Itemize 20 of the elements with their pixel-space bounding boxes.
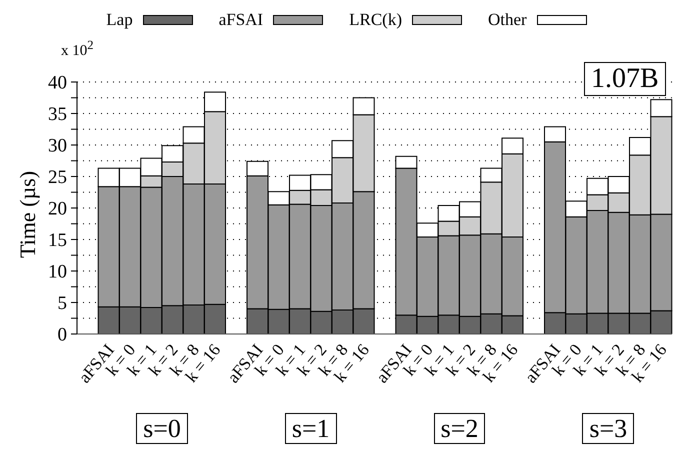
y-tick-label: 10 xyxy=(48,262,67,283)
y-axis-title: Time (µs) xyxy=(14,170,40,258)
y-tick-label: 20 xyxy=(48,198,67,220)
text: s=0 xyxy=(136,413,188,444)
y-tick-label: 40 xyxy=(48,72,67,94)
legend-label: Other xyxy=(488,10,527,30)
text: x 10$^{2}$ xyxy=(61,38,94,60)
text: s=3 xyxy=(582,413,634,444)
y-tick-label: 15 xyxy=(48,230,67,252)
text: s=1 xyxy=(284,413,337,444)
y-tick-label: 0 xyxy=(58,324,67,346)
legend-label: aFSAI xyxy=(218,10,264,30)
y-tick-label: 5 xyxy=(58,293,67,314)
legend-label: Lap xyxy=(106,10,133,30)
text: s=2 xyxy=(434,413,486,444)
annotation: 1.07B xyxy=(584,62,666,96)
y-tick-label: 25 xyxy=(48,167,67,188)
y-tick-label: 35 xyxy=(48,104,67,126)
legend-label: LRC(k) xyxy=(349,10,402,30)
y-tick-label: 30 xyxy=(48,136,67,157)
